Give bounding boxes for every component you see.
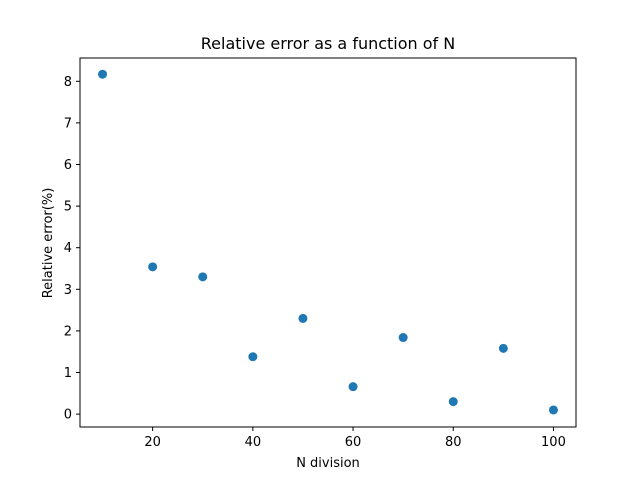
y-tick-label: 6	[64, 158, 72, 173]
plot-frame	[79, 57, 577, 428]
x-axis-ticks: 20 40 60 80 100	[144, 427, 566, 450]
y-tick-label: 0	[64, 408, 72, 423]
data-points	[98, 69, 558, 415]
x-tick-label: 80	[445, 435, 462, 450]
y-tick-label: 8	[64, 75, 72, 90]
x-tick-label: 40	[245, 435, 262, 450]
y-tick-label: 4	[64, 241, 72, 256]
data-point	[298, 313, 308, 323]
data-point	[448, 397, 458, 407]
data-point	[348, 382, 358, 392]
x-tick-label: 60	[345, 435, 362, 450]
y-tick-label: 3	[64, 283, 72, 298]
data-point	[198, 272, 208, 282]
data-point	[548, 405, 558, 415]
plot-area	[79, 57, 577, 428]
data-point	[248, 352, 258, 362]
data-point	[398, 333, 408, 343]
y-tick-label: 2	[64, 324, 72, 339]
y-tick-label: 1	[64, 366, 72, 381]
chart-title: Relative error as a function of N	[201, 34, 455, 53]
y-axis-ticks: 0 1 2 3 4 5 6 7 8	[64, 75, 80, 423]
x-tick-label: 20	[144, 435, 161, 450]
x-tick-label: 100	[541, 435, 566, 450]
y-tick-label: 7	[64, 116, 72, 131]
data-point	[148, 262, 158, 272]
data-point	[98, 69, 108, 79]
data-point	[498, 343, 508, 353]
y-axis-label: Relative error(%)	[41, 188, 56, 299]
x-axis-label: N division	[296, 456, 360, 471]
y-tick-label: 5	[64, 200, 72, 215]
